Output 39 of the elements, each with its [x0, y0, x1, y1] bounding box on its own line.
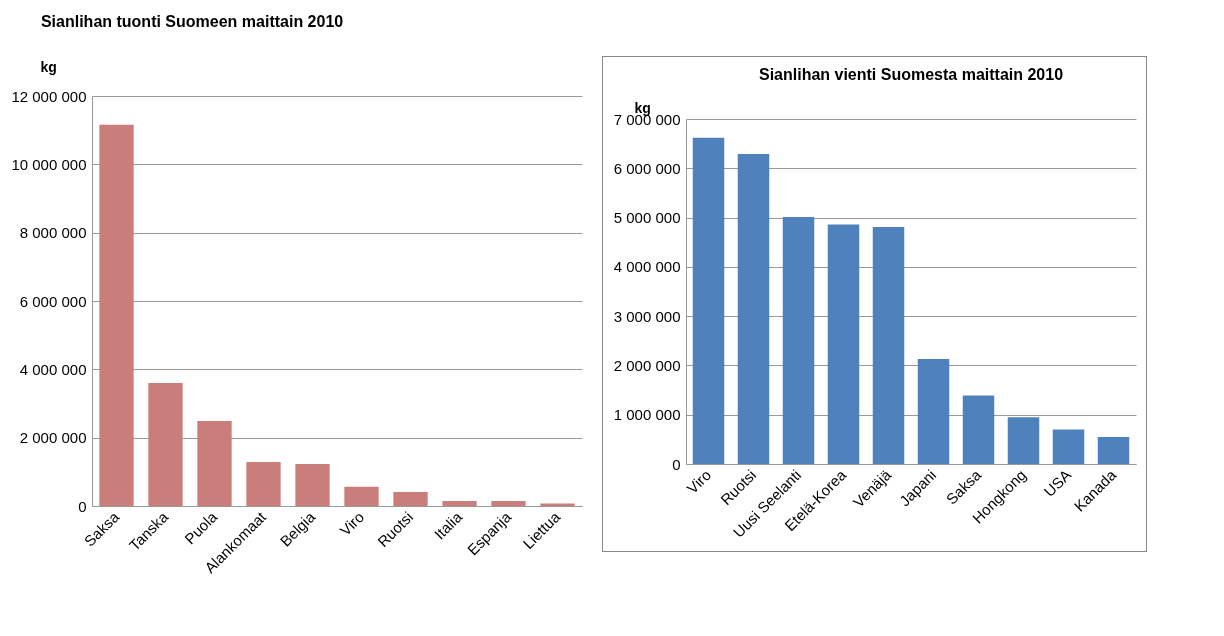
bar [442, 500, 477, 506]
y-tick-label: 0 [672, 455, 681, 473]
chart-title: Sianlihan vienti Suomesta maittain 2010 [758, 66, 1064, 83]
bar [246, 461, 281, 506]
bar [197, 420, 232, 506]
y-axis-title: kg [40, 58, 57, 75]
bar [917, 359, 950, 464]
y-tick-label: 2 000 000 [19, 429, 87, 447]
bar [1097, 436, 1130, 464]
y-tick-label: 12 000 000 [11, 87, 87, 105]
bar [872, 226, 905, 464]
y-tick-label: 1 000 000 [613, 406, 681, 424]
bar [148, 383, 183, 506]
bar [1007, 417, 1040, 464]
y-tick-label: 6 000 000 [19, 292, 87, 310]
y-tick-label: 0 [78, 497, 87, 515]
y-tick-label: 4 000 000 [19, 360, 87, 378]
y-tick-label: 5 000 000 [613, 209, 681, 227]
bar [692, 137, 725, 464]
bar [1052, 429, 1085, 464]
y-tick-label: 8 000 000 [19, 224, 87, 242]
bar [393, 491, 428, 506]
bar [962, 395, 995, 464]
bar [782, 217, 815, 464]
x-tick-label: Viro [683, 466, 715, 497]
y-tick-label: 4 000 000 [613, 258, 681, 276]
bar [99, 124, 134, 506]
y-tick-label: 10 000 000 [11, 155, 87, 173]
x-tick-label: Viro [336, 508, 368, 539]
bar [491, 500, 526, 506]
x-tick-label: USA [1040, 466, 1075, 500]
bar [344, 486, 379, 506]
y-tick-label: 3 000 000 [613, 307, 681, 325]
y-tick-label: 2 000 000 [613, 356, 681, 374]
y-tick-label: 6 000 000 [613, 159, 681, 177]
chart-title: Sianlihan tuonti Suomeen maittain 2010 [40, 13, 344, 30]
bar [295, 463, 330, 506]
bar [827, 224, 860, 464]
bar [737, 153, 770, 464]
